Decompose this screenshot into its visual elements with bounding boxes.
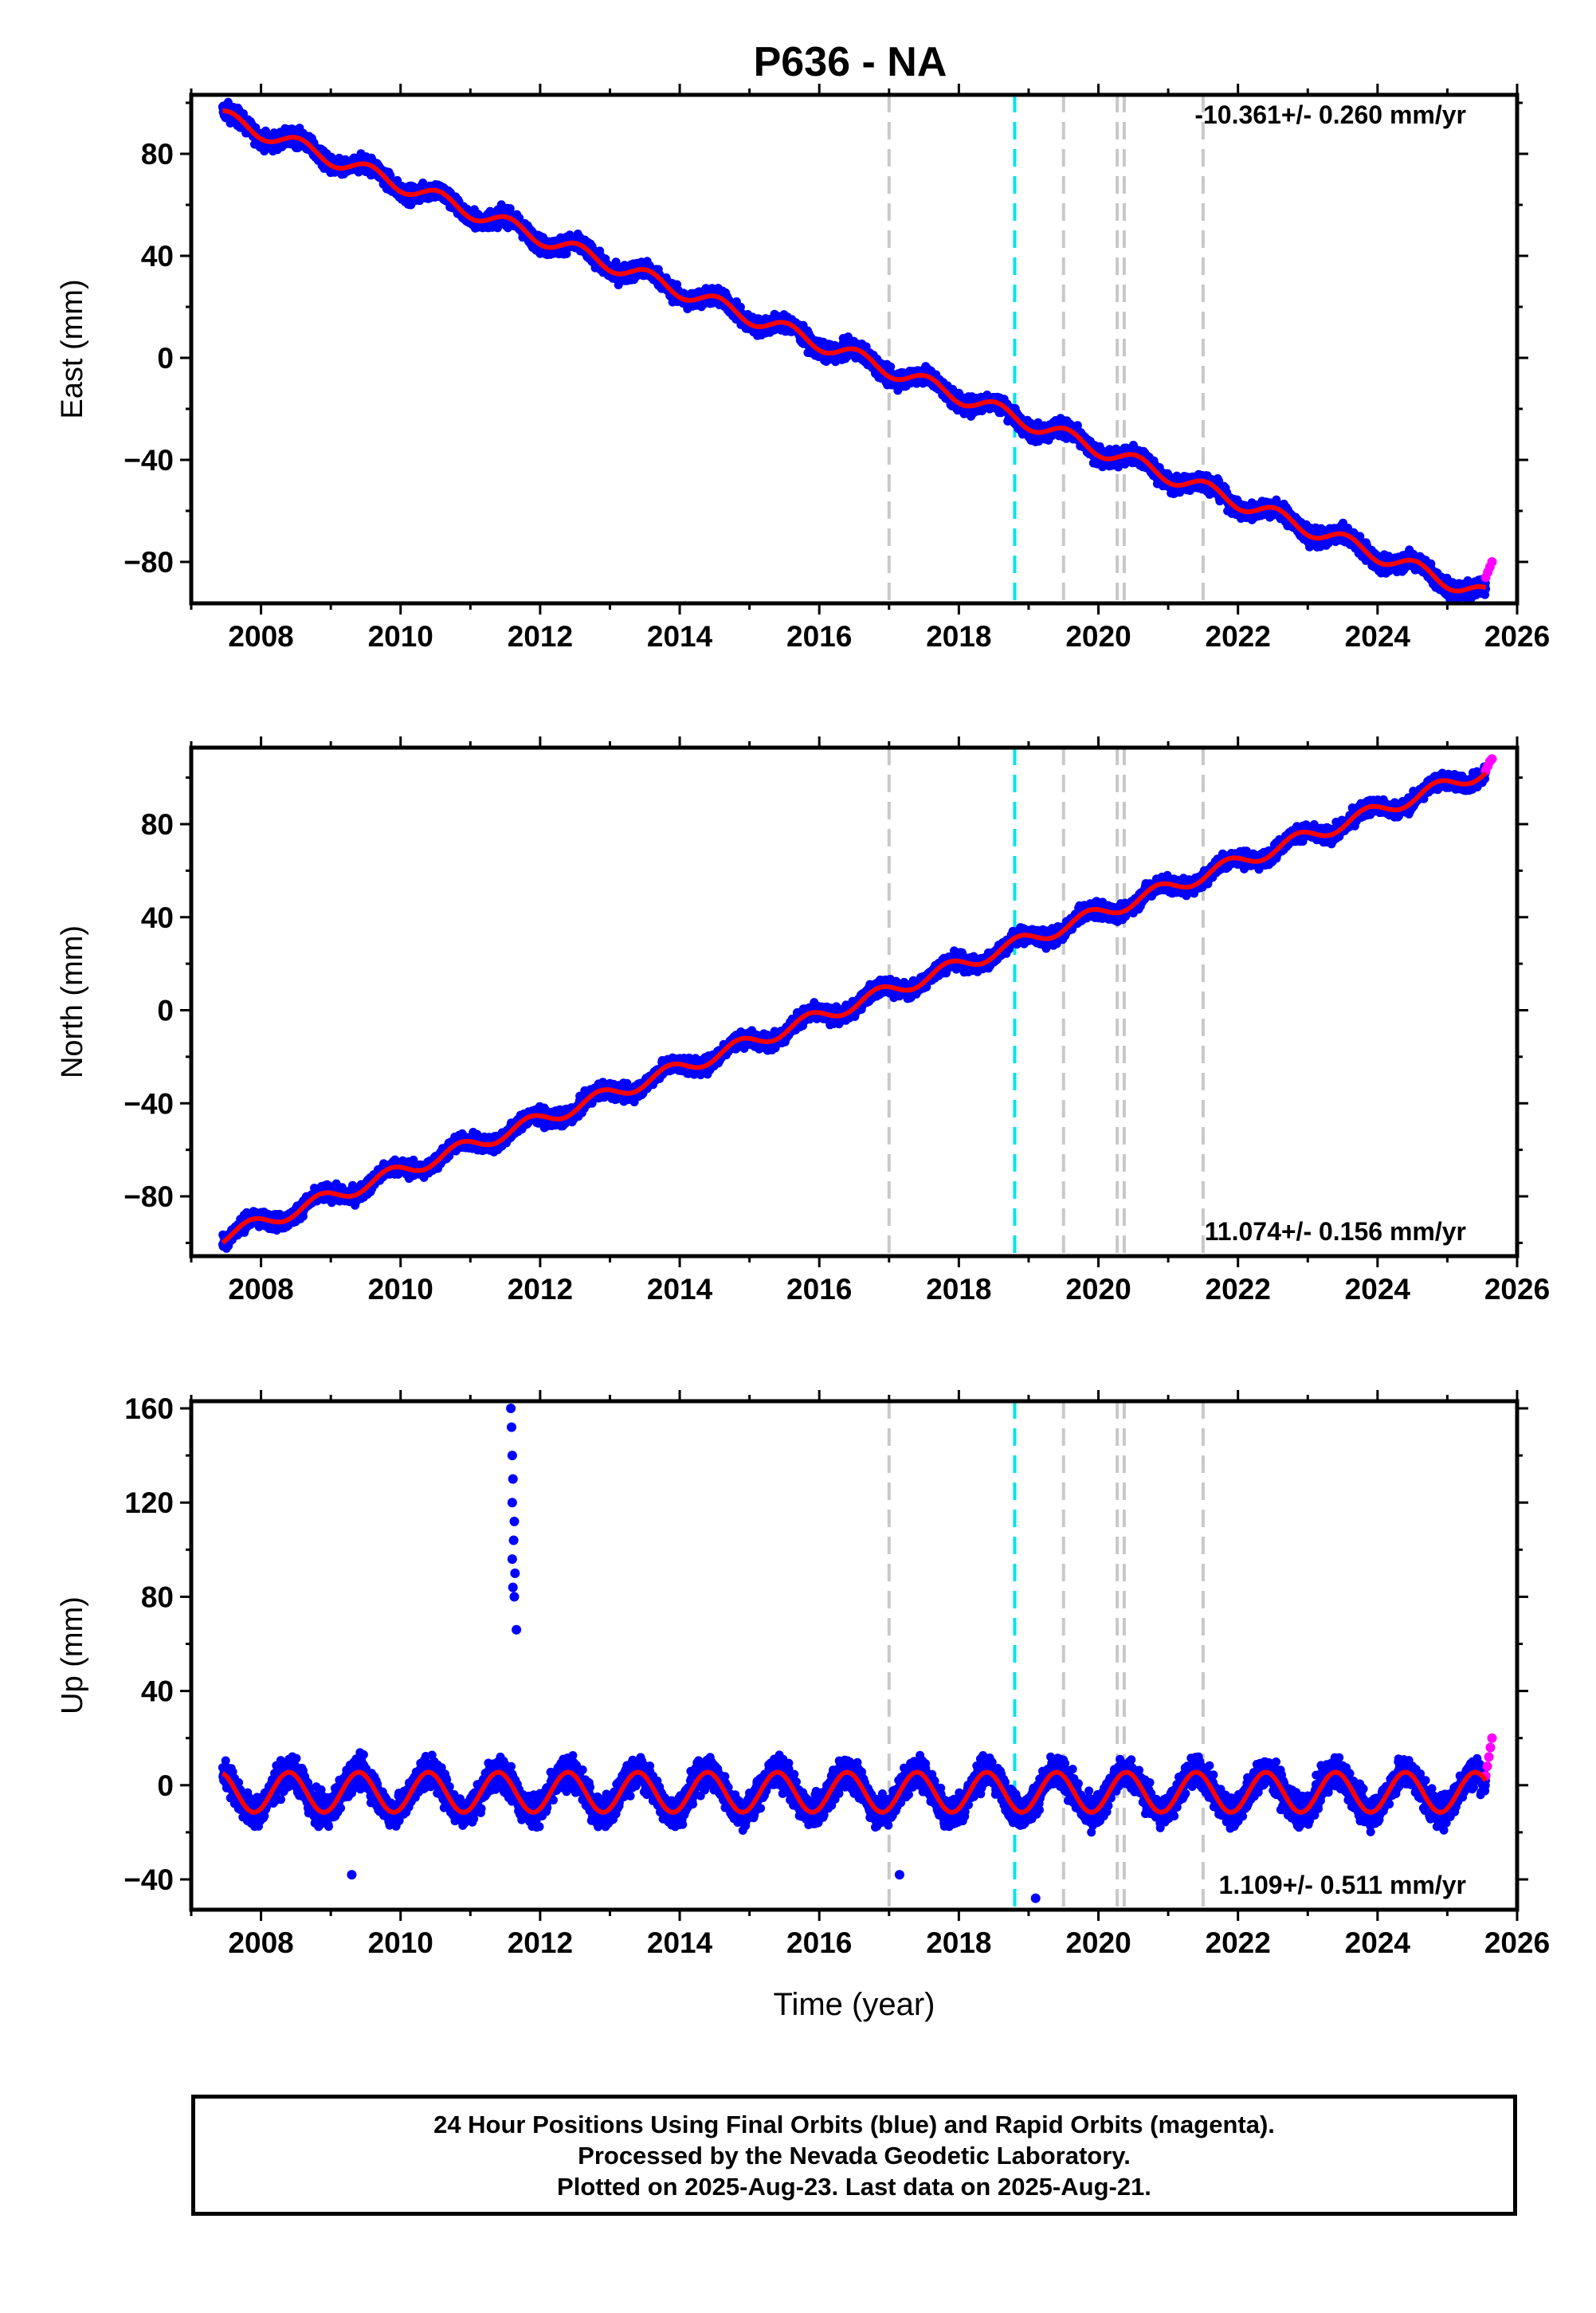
x-tick-label: 2014: [647, 1926, 713, 1959]
outlier-point: [509, 1592, 520, 1602]
rapid-orbit-point: [1487, 557, 1497, 567]
x-tick-label: 2024: [1345, 620, 1411, 653]
x-tick-label: 2020: [1065, 1926, 1131, 1959]
rapid-orbit-point: [1485, 1742, 1496, 1753]
east-panel: 2008 2010 2012 2014 2016 2018 2020 2022 2024 2026…: [56, 84, 1550, 653]
y-tick-label: 80: [141, 808, 174, 841]
y-tick-label: 80: [141, 1581, 174, 1613]
north-y-axis-label: North (mm): [56, 925, 89, 1078]
outlier-point: [510, 1568, 520, 1578]
x-tick-label: 2020: [1065, 1273, 1131, 1306]
model-fit-line: [221, 1769, 1488, 1815]
outlier-point: [508, 1535, 519, 1545]
x-tick-label: 2026: [1484, 1273, 1550, 1306]
x-axis-label: Time (year): [774, 1987, 935, 2022]
x-tick-label: 2018: [926, 1273, 991, 1306]
x-tick-label: 2018: [926, 1926, 991, 1959]
north-plot-area: [218, 748, 1497, 1256]
x-tick-label: 2014: [647, 620, 713, 653]
y-tick-label: −80: [124, 546, 174, 579]
x-tick-label: 2022: [1206, 1926, 1271, 1959]
x-tick-label: 2022: [1206, 620, 1271, 653]
up-frame: [189, 1399, 1520, 1912]
x-tick-label: 2012: [508, 620, 573, 653]
outlier-point: [507, 1554, 517, 1565]
north-rate-label: 11.074+/- 0.156 mm/yr: [1205, 1217, 1466, 1246]
up-y-axis-label: Up (mm): [56, 1596, 89, 1714]
outlier-point: [506, 1404, 516, 1413]
x-tick-label: 2010: [368, 1926, 433, 1959]
x-tick-label: 2024: [1345, 1926, 1411, 1959]
up-rate-label: 1.109+/- 0.511 mm/yr: [1219, 1871, 1466, 1899]
x-tick-label: 2022: [1206, 1273, 1271, 1306]
x-tick-label: 2010: [368, 1273, 433, 1306]
y-tick-label: −40: [124, 1863, 174, 1896]
outlier-point: [507, 1498, 517, 1508]
up-panel: 2008 2010 2012 2014 2016 2018 2020 2022 2024 2026…: [56, 1390, 1550, 1959]
outlier-point: [1030, 1893, 1041, 1903]
y-tick-label: 0: [157, 1769, 174, 1802]
y-tick-label: 80: [141, 138, 174, 171]
outlier-point: [512, 1624, 522, 1635]
y-tick-label: 0: [157, 342, 174, 375]
y-tick-label: 120: [124, 1486, 174, 1519]
x-tick-label: 2016: [786, 1926, 852, 1959]
east-rate-label: -10.361+/- 0.260 mm/yr: [1194, 100, 1466, 129]
outlier-point: [506, 1422, 516, 1432]
outlier-point: [894, 1870, 904, 1880]
x-tick-label: 2012: [508, 1273, 573, 1306]
x-tick-label: 2018: [926, 620, 991, 653]
outlier-point: [508, 1474, 518, 1484]
y-tick-label: 0: [157, 995, 174, 1027]
model-fit-line: [221, 771, 1488, 1245]
outlier-point: [507, 1451, 517, 1461]
x-tick-label: 2008: [228, 1926, 293, 1959]
x-tick-label: 2026: [1484, 620, 1550, 653]
y-tick-label: 160: [124, 1392, 174, 1425]
x-tick-label: 2026: [1484, 1926, 1550, 1959]
x-tick-label: 2020: [1065, 620, 1131, 653]
rapid-orbit-point: [1487, 754, 1497, 764]
footer-note: 24 Hour Positions Using Final Orbits (bl…: [191, 2095, 1517, 2216]
east-y-axis-label: East (mm): [56, 279, 89, 418]
x-tick-label: 2016: [786, 620, 852, 653]
outlier-point: [347, 1870, 357, 1880]
model-fit-line: [222, 108, 1487, 594]
chart-title: P636 - NA: [754, 39, 947, 85]
rapid-orbit-point: [1484, 1752, 1494, 1762]
y-tick-label: −80: [124, 1180, 174, 1213]
rapid-orbit-point: [1482, 1761, 1492, 1772]
x-tick-label: 2010: [368, 620, 433, 653]
footer-line-1: 24 Hour Positions Using Final Orbits (bl…: [433, 2110, 1275, 2138]
up-plot-area: [218, 1401, 1497, 1910]
x-tick-label: 2012: [508, 1926, 573, 1959]
y-tick-label: −40: [124, 444, 174, 477]
x-tick-label: 2008: [228, 620, 293, 653]
north-frame: [189, 745, 1520, 1259]
footer-line-3: Plotted on 2025-Aug-23. Last data on 202…: [557, 2172, 1151, 2201]
x-tick-label: 2024: [1345, 1273, 1411, 1306]
outlier-point: [508, 1582, 518, 1592]
y-tick-label: 40: [141, 240, 174, 273]
x-tick-label: 2014: [647, 1273, 713, 1306]
y-tick-label: 40: [141, 1675, 174, 1708]
y-tick-label: 40: [141, 901, 174, 934]
x-tick-label: 2016: [786, 1273, 852, 1306]
east-frame: [189, 92, 1520, 606]
footer-line-2: Processed by the Nevada Geodetic Laborat…: [578, 2141, 1131, 2170]
x-tick-label: 2008: [228, 1273, 293, 1306]
outlier-point: [509, 1516, 520, 1526]
y-tick-label: −40: [124, 1087, 174, 1120]
north-panel: 2008 2010 2012 2014 2016 2018 2020 2022 2024 2026…: [56, 736, 1550, 1306]
east-plot-area: [218, 95, 1497, 603]
rapid-orbit-point: [1487, 1733, 1497, 1743]
